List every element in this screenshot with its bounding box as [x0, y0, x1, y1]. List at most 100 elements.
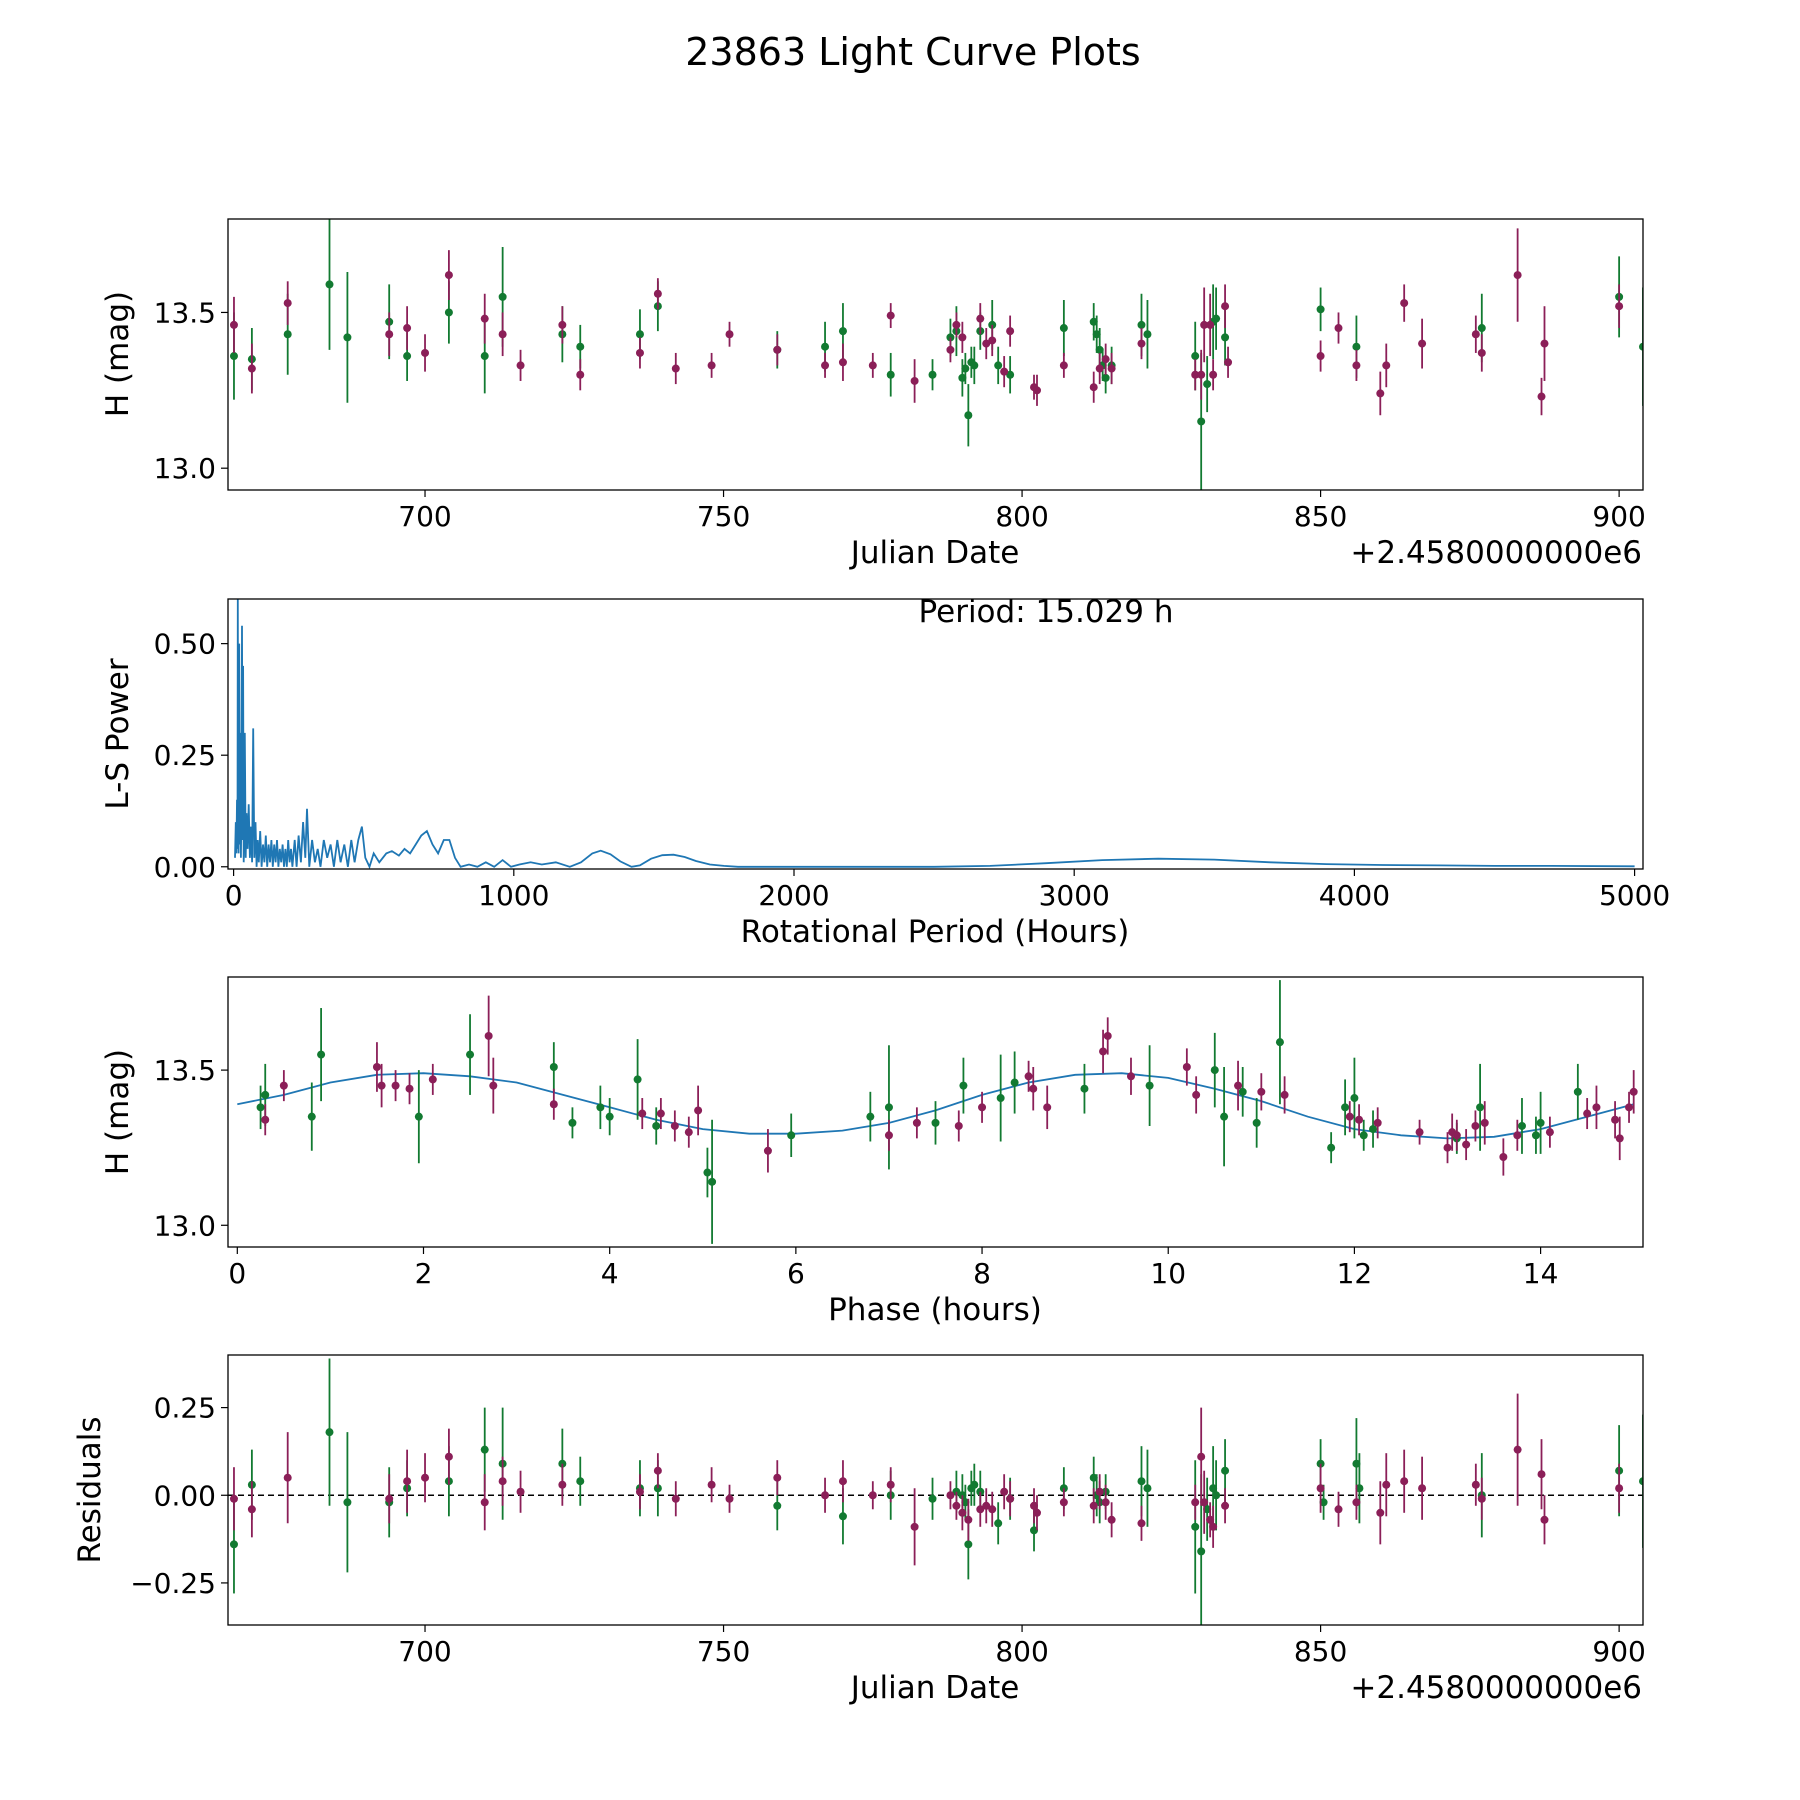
magenta-point — [1513, 1131, 1522, 1140]
periodogram-ticks: 0 1000 2000 3000 4000 5000 0.00 0.25 0.50 — [154, 628, 1671, 912]
green-point — [1476, 1103, 1485, 1112]
magenta-point — [403, 324, 412, 333]
green-point — [961, 1498, 970, 1507]
magenta-point — [516, 1487, 525, 1496]
magenta-point — [1137, 1519, 1146, 1528]
magenta-point — [656, 1109, 665, 1118]
green-point — [1137, 1477, 1146, 1486]
green-point — [1352, 342, 1361, 351]
periodogram-ylabel: L-S Power — [100, 658, 136, 809]
magenta-point — [1540, 339, 1549, 348]
light-curve-ylabel: H (mag) — [100, 291, 136, 417]
figure-title: 23863 Light Curve Plots — [685, 30, 1140, 74]
magenta-point — [1006, 327, 1015, 336]
magenta-point — [1382, 361, 1391, 370]
magenta-point — [635, 348, 644, 357]
magenta-point — [1513, 271, 1522, 280]
magenta-point — [1209, 1522, 1218, 1531]
magenta-point — [1592, 1103, 1601, 1112]
periodogram-marks — [234, 599, 1635, 869]
magenta-point — [558, 1480, 567, 1489]
x-tick-label: 6 — [787, 1257, 805, 1290]
magenta-point — [1537, 1470, 1546, 1479]
green-point — [325, 280, 334, 289]
green-point — [1101, 373, 1110, 382]
magenta-point — [976, 1505, 985, 1514]
magenta-point — [976, 314, 985, 323]
magenta-point — [1101, 1498, 1110, 1507]
magenta-point — [247, 364, 256, 373]
magenta-point — [247, 1505, 256, 1514]
magenta-point — [1280, 1090, 1289, 1099]
green-point — [1137, 320, 1146, 329]
magenta-point — [952, 1501, 961, 1510]
green-point — [1212, 1491, 1221, 1500]
green-point — [996, 1094, 1005, 1103]
x-tick-label: 850 — [1294, 500, 1347, 533]
magenta-point — [489, 1081, 498, 1090]
x-tick-label: 10 — [1150, 1257, 1186, 1290]
magenta-point — [1537, 392, 1546, 401]
y-tick-label: 13.5 — [154, 1054, 216, 1087]
green-point — [1275, 1038, 1284, 1047]
green-point — [838, 327, 847, 336]
magenta-point — [1182, 1063, 1191, 1071]
periodogram-panel: 0 1000 2000 3000 4000 5000 0.00 0.25 0.50 Rotati… — [100, 594, 1670, 950]
magenta-point — [421, 348, 430, 357]
y-tick-label: 13.0 — [154, 1209, 216, 1242]
green-point — [229, 1540, 238, 1549]
magenta-point — [1137, 339, 1146, 348]
green-point — [229, 352, 238, 361]
magenta-point — [725, 1494, 734, 1503]
magenta-point — [1101, 355, 1110, 364]
magenta-point — [1059, 361, 1068, 370]
magenta-point — [229, 1494, 238, 1503]
magenta-point — [1107, 364, 1116, 373]
green-point — [1006, 370, 1015, 379]
magenta-point — [1400, 1477, 1409, 1486]
magenta-point — [1352, 1498, 1361, 1507]
periodogram-line — [234, 599, 1635, 869]
period-annotation: Period: 15.029 h — [919, 594, 1174, 630]
y-tick-label: 0.00 — [154, 851, 216, 884]
green-point — [1197, 417, 1206, 426]
magenta-point — [1316, 352, 1325, 361]
x-tick-label: 8 — [973, 1257, 991, 1290]
green-point — [1639, 1477, 1643, 1486]
green-point — [970, 361, 979, 370]
green-point — [1191, 352, 1200, 361]
magenta-point — [283, 299, 292, 308]
magenta-point — [910, 1522, 919, 1531]
magenta-point — [694, 1106, 703, 1115]
magenta-point — [1355, 1115, 1364, 1124]
residuals-marks — [228, 1358, 1643, 1625]
magenta-point — [1418, 1484, 1427, 1493]
magenta-point — [1234, 1081, 1243, 1090]
magenta-point — [1545, 1128, 1554, 1137]
magenta-point — [1471, 1121, 1480, 1130]
magenta-point — [1197, 370, 1206, 379]
magenta-point — [638, 1109, 647, 1118]
magenta-point — [576, 370, 585, 379]
magenta-point — [1418, 339, 1427, 348]
green-point — [307, 1112, 316, 1121]
magenta-point — [1477, 1494, 1486, 1503]
green-point — [256, 1103, 265, 1112]
magenta-point — [484, 1031, 493, 1040]
magenta-point — [444, 271, 453, 280]
x-tick-label: 2000 — [758, 879, 829, 912]
magenta-point — [1382, 1480, 1391, 1489]
magenta-point — [1257, 1087, 1266, 1096]
green-point — [821, 342, 830, 351]
magenta-point — [707, 361, 716, 370]
green-point — [1319, 1498, 1328, 1507]
green-point — [444, 308, 453, 317]
magenta-point — [912, 1118, 921, 1127]
magenta-point — [1540, 1515, 1549, 1524]
green-point — [1252, 1118, 1261, 1127]
light-curve-plot-area — [229, 219, 1643, 490]
green-point — [703, 1168, 712, 1177]
magenta-point — [444, 1452, 453, 1461]
green-point — [928, 1494, 937, 1503]
x-tick-label: 900 — [1592, 500, 1645, 533]
